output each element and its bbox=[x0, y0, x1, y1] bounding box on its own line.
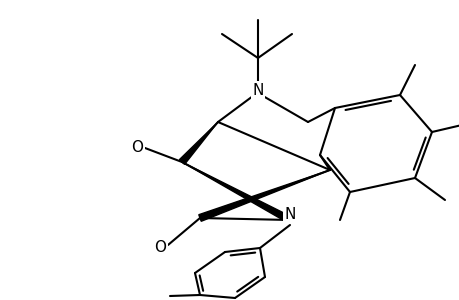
Text: O: O bbox=[154, 241, 166, 256]
Polygon shape bbox=[179, 122, 218, 164]
Polygon shape bbox=[182, 162, 291, 223]
Text: O: O bbox=[131, 140, 143, 155]
Polygon shape bbox=[198, 170, 329, 221]
Text: N: N bbox=[284, 208, 295, 223]
Text: N: N bbox=[252, 82, 263, 98]
